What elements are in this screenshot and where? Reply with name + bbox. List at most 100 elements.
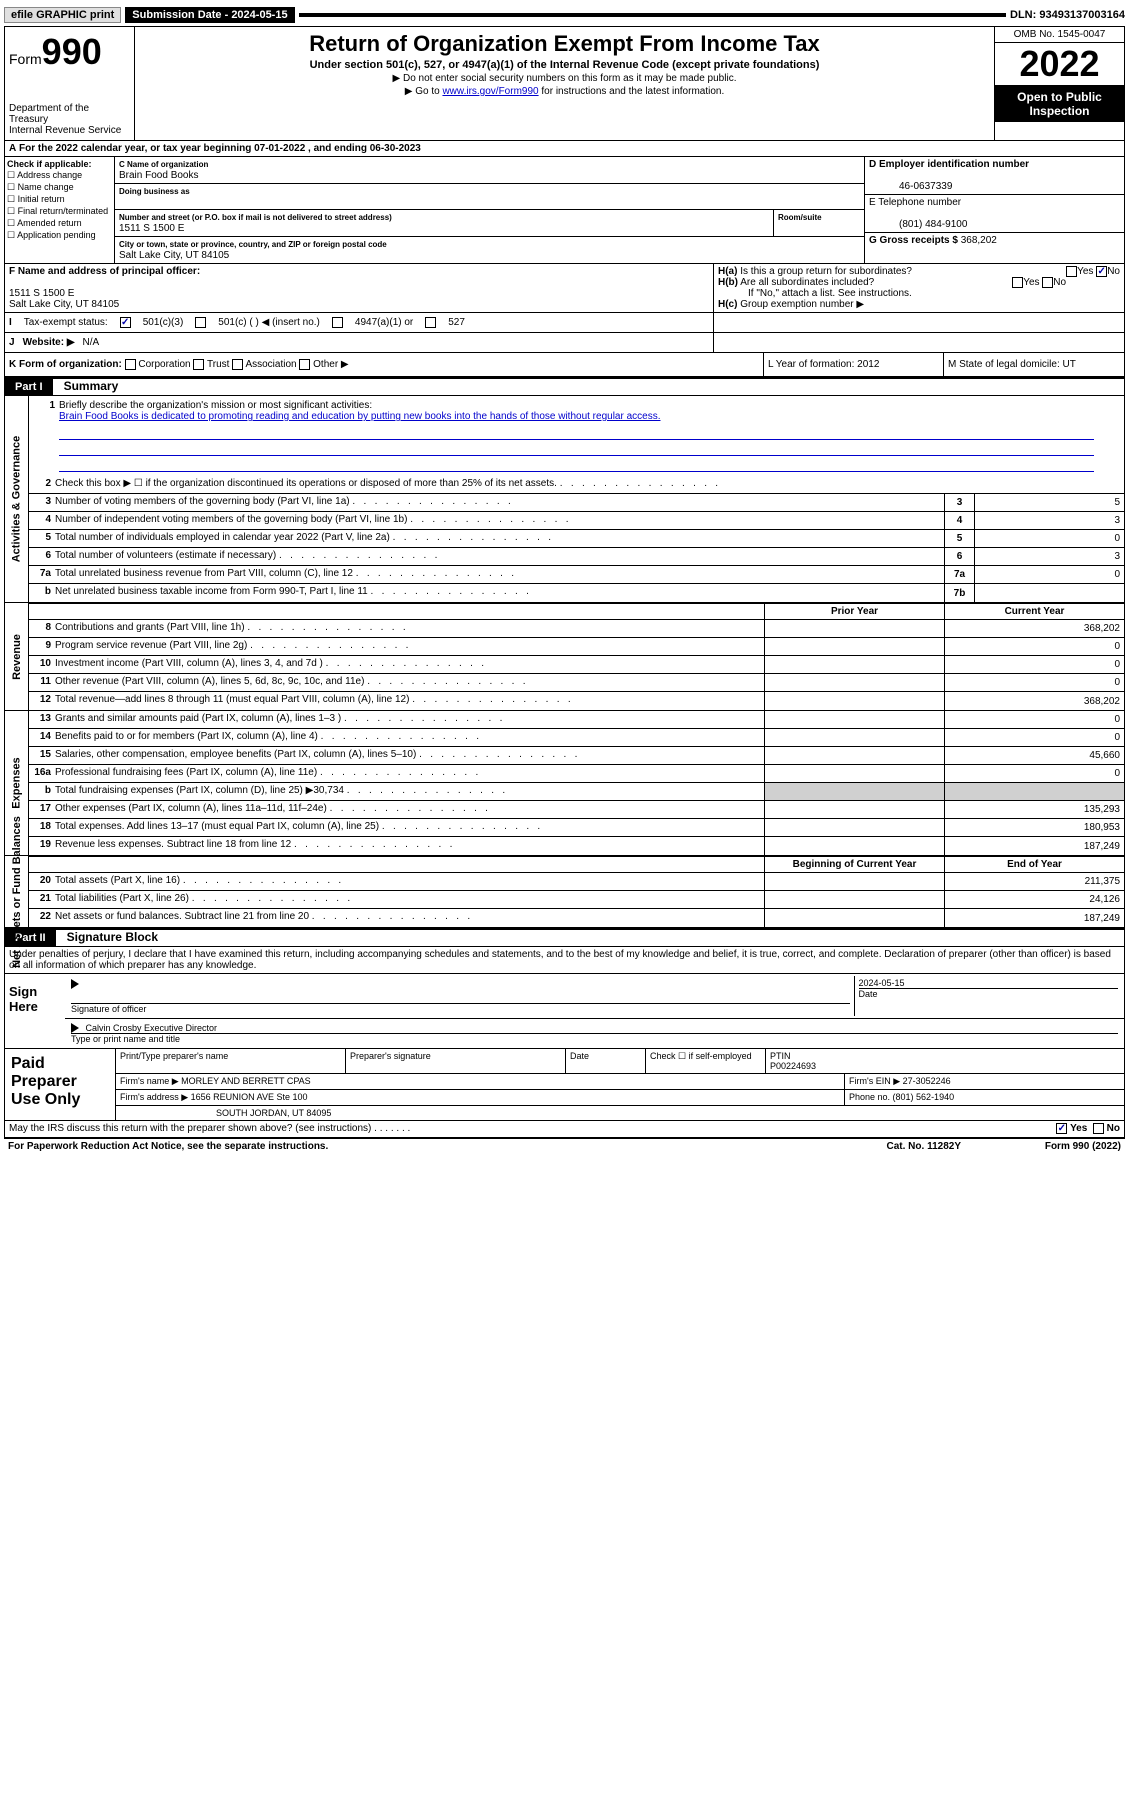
form-label: Form990 — [9, 31, 130, 73]
addr: 1511 S 1500 E — [119, 223, 184, 234]
mission-text[interactable]: Brain Food Books is dedicated to promoti… — [59, 411, 661, 422]
org-name: Brain Food Books — [119, 170, 199, 181]
end-hdr: End of Year — [944, 857, 1124, 872]
firm-name: Firm's name ▶ MORLEY AND BERRETT CPAS — [115, 1074, 844, 1089]
prep-name-lbl: Print/Type preparer's name — [115, 1049, 345, 1073]
self-emp: Check ☐ if self-employed — [645, 1049, 765, 1073]
data-line: 20Total assets (Part X, line 16)211,375 — [29, 873, 1124, 891]
data-line: 18Total expenses. Add lines 13–17 (must … — [29, 819, 1124, 837]
footer-r: Form 990 (2022) — [961, 1141, 1121, 1152]
f-lbl: F Name and address of principal officer: — [9, 266, 200, 277]
data-line: 9Program service revenue (Part VIII, lin… — [29, 638, 1124, 656]
data-line: 13Grants and similar amounts paid (Part … — [29, 711, 1124, 729]
perjury: Under penalties of perjury, I declare th… — [5, 947, 1124, 974]
discuss-yes[interactable] — [1056, 1123, 1067, 1134]
k-trust[interactable] — [193, 359, 204, 370]
data-line: 11Other revenue (Part VIII, column (A), … — [29, 674, 1124, 692]
data-line: 12Total revenue—add lines 8 through 11 (… — [29, 692, 1124, 710]
tax-year: 2022 — [995, 43, 1124, 86]
i-501c[interactable] — [195, 317, 206, 328]
gov-line: 4Number of independent voting members of… — [29, 512, 1124, 530]
i-4947[interactable] — [332, 317, 343, 328]
sigoff-lbl: Signature of officer — [71, 1003, 850, 1014]
discuss-q: May the IRS discuss this return with the… — [9, 1123, 1056, 1134]
data-line: 8Contributions and grants (Part VIII, li… — [29, 620, 1124, 638]
sub3: ▶ Go to www.irs.gov/Form990 for instruct… — [139, 86, 990, 97]
city-lbl: City or town, state or province, country… — [119, 240, 387, 249]
phone: (801) 484-9100 — [869, 219, 967, 230]
arrow-icon — [71, 979, 79, 989]
city: Salt Lake City, UT 84105 — [119, 250, 229, 261]
i-501c3[interactable] — [120, 317, 131, 328]
j-lbl: Website: ▶ — [23, 337, 75, 348]
paid-hdr: Paid Preparer Use Only — [5, 1049, 115, 1120]
prior-hdr: Prior Year — [764, 604, 944, 619]
arrow-icon — [71, 1023, 79, 1033]
gross: 368,202 — [961, 235, 997, 246]
data-line: 14Benefits paid to or for members (Part … — [29, 729, 1124, 747]
firm-city: SOUTH JORDAN, UT 84095 — [115, 1106, 1124, 1120]
firm-addr: Firm's address ▶ 1656 REUNION AVE Ste 10… — [115, 1090, 844, 1105]
sig-date: 2024-05-15 — [859, 978, 905, 988]
sub2: ▶ Do not enter social security numbers o… — [139, 73, 990, 84]
gross-lbl: G Gross receipts $ — [869, 235, 958, 246]
sign-here: Sign Here — [5, 974, 65, 1048]
beg-hdr: Beginning of Current Year — [764, 857, 944, 872]
dept-label: Department of the Treasury Internal Reve… — [9, 103, 130, 136]
ha-yes[interactable] — [1066, 266, 1077, 277]
k-assoc[interactable] — [232, 359, 243, 370]
form-title: Return of Organization Exempt From Incom… — [139, 31, 990, 57]
irs-link[interactable]: www.irs.gov/Form990 — [442, 86, 538, 97]
k-other[interactable] — [299, 359, 310, 370]
f-addr1: 1511 S 1500 E — [9, 288, 74, 299]
row-a: A For the 2022 calendar year, or tax yea… — [5, 141, 1124, 157]
spacer-bar — [299, 13, 1006, 17]
i-527[interactable] — [425, 317, 436, 328]
firm-phone: Phone no. (801) 562-1940 — [844, 1090, 1124, 1105]
col-b: Check if applicable: ☐ Address change ☐ … — [5, 157, 115, 263]
gov-line: 3Number of voting members of the governi… — [29, 494, 1124, 512]
dba-lbl: Doing business as — [119, 187, 190, 196]
data-line: 10Investment income (Part VIII, column (… — [29, 656, 1124, 674]
vtab-rev: Revenue — [11, 634, 23, 680]
prep-sig-lbl: Preparer's signature — [345, 1049, 565, 1073]
part2-title: Signature Block — [59, 930, 158, 944]
gov-line: 2Check this box ▶ ☐ if the organization … — [29, 476, 1124, 494]
addr-lbl: Number and street (or P.O. box if mail i… — [119, 213, 392, 222]
part1-hdr: Part I — [5, 379, 53, 395]
mission-line — [59, 458, 1094, 472]
omb: OMB No. 1545-0047 — [995, 27, 1124, 43]
discuss-no[interactable] — [1093, 1123, 1104, 1134]
dln: DLN: 93493137003164 — [1010, 9, 1125, 21]
mission-line — [59, 442, 1094, 456]
data-line: 19Revenue less expenses. Subtract line 1… — [29, 837, 1124, 855]
ein: 46-0637339 — [869, 181, 952, 192]
ptin: PTINP00224693 — [765, 1049, 1124, 1073]
data-line: 17Other expenses (Part IX, column (A), l… — [29, 801, 1124, 819]
f-addr2: Salt Lake City, UT 84105 — [9, 299, 119, 310]
hb-yes[interactable] — [1012, 277, 1023, 288]
room-lbl: Room/suite — [778, 213, 822, 222]
hb-no[interactable] — [1042, 277, 1053, 288]
gov-line: 5Total number of individuals employed in… — [29, 530, 1124, 548]
gov-line: 6Total number of volunteers (estimate if… — [29, 548, 1124, 566]
footer-c: Cat. No. 11282Y — [887, 1141, 961, 1152]
ha-no[interactable] — [1096, 266, 1107, 277]
footer-l: For Paperwork Reduction Act Notice, see … — [8, 1141, 887, 1152]
data-line: 21Total liabilities (Part X, line 26)24,… — [29, 891, 1124, 909]
sub1: Under section 501(c), 527, or 4947(a)(1)… — [139, 59, 990, 71]
data-line: 16aProfessional fundraising fees (Part I… — [29, 765, 1124, 783]
data-line: bTotal fundraising expenses (Part IX, co… — [29, 783, 1124, 801]
prep-date-lbl: Date — [565, 1049, 645, 1073]
mission-line — [59, 426, 1094, 440]
officer-name: Calvin Crosby Executive Director — [86, 1023, 218, 1033]
gov-line: bNet unrelated business taxable income f… — [29, 584, 1124, 602]
k-lbl: K Form of organization: — [9, 359, 122, 370]
data-line: 15Salaries, other compensation, employee… — [29, 747, 1124, 765]
j-val: N/A — [83, 337, 100, 348]
name-lbl: C Name of organization — [119, 160, 208, 169]
mission-lbl: Briefly describe the organization's miss… — [59, 400, 372, 411]
h-note: If "No," attach a list. See instructions… — [718, 288, 1120, 299]
k-corp[interactable] — [125, 359, 136, 370]
efile-btn[interactable]: efile GRAPHIC print — [4, 7, 121, 23]
